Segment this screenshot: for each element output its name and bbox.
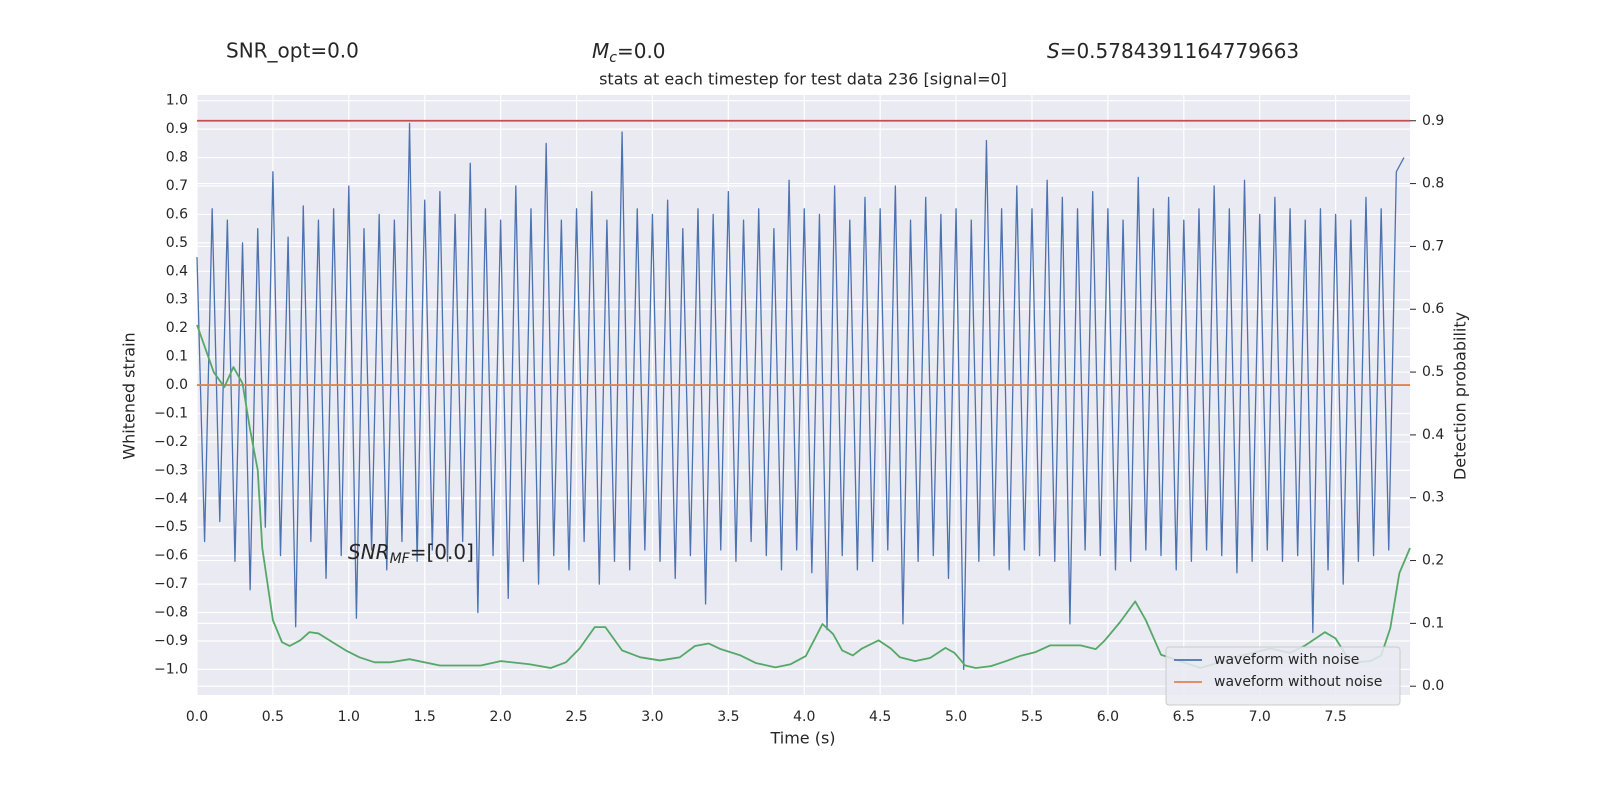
y2-tick-label: 0.2 <box>1422 553 1444 569</box>
legend-label: waveform without noise <box>1214 674 1382 690</box>
x-tick-label: 5.0 <box>945 709 967 725</box>
series-line <box>196 122 1405 671</box>
y-tick-label: 0.8 <box>166 150 188 166</box>
y2-tick-label: 0.1 <box>1422 615 1444 631</box>
x-tick-label: 0.5 <box>262 709 284 725</box>
snr-mf: SNRMF=[0.0] <box>348 540 474 568</box>
y2-tick-label: 0.0 <box>1422 678 1444 694</box>
legend-label: waveform with noise <box>1214 652 1359 668</box>
x-tick-label: 6.0 <box>1097 709 1119 725</box>
y-axis-label: Whitened strain <box>120 332 139 459</box>
mc-annotation: Mc=0.0 <box>592 39 666 67</box>
y2-tick-label: 0.3 <box>1422 490 1444 506</box>
y-tick-label: 0.3 <box>166 292 188 308</box>
y2-axis-label: Detection probability <box>1451 312 1470 480</box>
x-tick-label: 3.0 <box>641 709 663 725</box>
x-tick-label: 1.5 <box>414 709 436 725</box>
x-tick-label: 3.5 <box>717 709 739 725</box>
y-tick-label: 0.4 <box>166 263 188 279</box>
y-tick-label: −0.1 <box>154 405 188 421</box>
y-tick-label: 0.2 <box>166 320 188 336</box>
x-axis-label: Time (s) <box>769 729 835 748</box>
x-tick-label: 7.5 <box>1324 709 1346 725</box>
snr-opt: SNR_opt=0.0 <box>226 39 359 63</box>
x-tick-label: 2.5 <box>565 709 587 725</box>
x-tick-label: 4.0 <box>793 709 815 725</box>
y-tick-label: 0.6 <box>166 206 188 222</box>
x-tick-label: 7.0 <box>1249 709 1271 725</box>
y2-tick-label: 0.5 <box>1422 364 1444 380</box>
y-tick-label: 0.9 <box>166 121 188 137</box>
s-annotation: S=0.5784391164779663 <box>1047 39 1299 63</box>
y2-tick-label: 0.7 <box>1422 238 1444 254</box>
x-tick-label: 6.5 <box>1173 709 1195 725</box>
x-tick-label: 2.0 <box>489 709 511 725</box>
x-tick-label: 4.5 <box>869 709 891 725</box>
y2-tick-label: 0.8 <box>1422 176 1444 192</box>
y-tick-label: −0.6 <box>154 548 188 564</box>
chart-title: stats at each timestep for test data 236… <box>599 70 1007 89</box>
y-tick-label: −0.5 <box>154 519 188 535</box>
y-tick-label: 0.5 <box>166 235 188 251</box>
y-tick-label: 0.0 <box>166 377 188 393</box>
y-tick-label: −0.8 <box>154 605 188 621</box>
y-tick-label: −0.4 <box>154 491 188 507</box>
y-tick-label: −0.3 <box>154 462 188 478</box>
y-tick-label: −1.0 <box>154 661 188 677</box>
y-tick-label: 1.0 <box>166 93 188 109</box>
y2-tick-label: 0.4 <box>1422 427 1444 443</box>
y-tick-label: 0.1 <box>166 349 188 365</box>
y-tick-label: 0.7 <box>166 178 188 194</box>
y-tick-label: −0.2 <box>154 434 188 450</box>
x-tick-label: 1.0 <box>338 709 360 725</box>
y2-tick-label: 0.9 <box>1422 113 1444 129</box>
y-tick-label: −0.7 <box>154 576 188 592</box>
plot-area <box>197 95 1410 695</box>
legend-box <box>1165 646 1401 706</box>
y2-tick-label: 0.6 <box>1422 301 1444 317</box>
x-tick-label: 5.5 <box>1021 709 1043 725</box>
x-tick-label: 0.0 <box>186 709 208 725</box>
y-tick-label: −0.9 <box>154 633 188 649</box>
